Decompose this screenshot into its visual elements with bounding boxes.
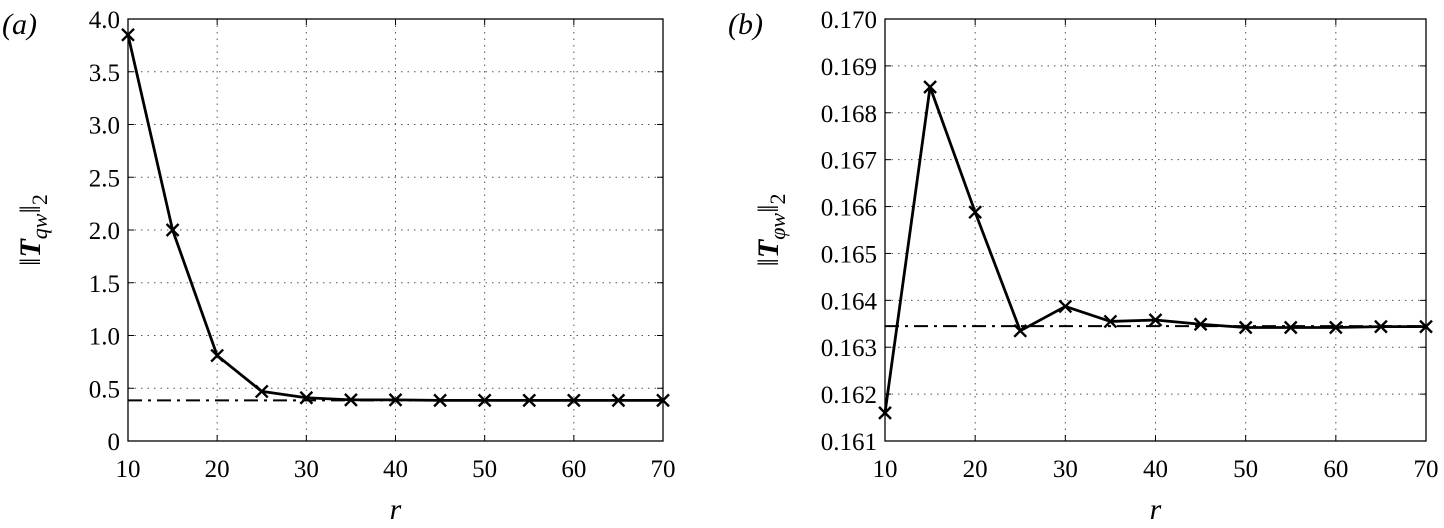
- x-tick-label-b-3: 40: [1143, 456, 1168, 483]
- y-tick-label-a-4: 2.0: [89, 218, 120, 245]
- data-point-a-1: [165, 223, 180, 237]
- data-point-a-8: [477, 393, 492, 408]
- panel-label-b: (b): [728, 8, 763, 41]
- x-tick-label-b-1: 20: [963, 456, 988, 483]
- data-point-b-4: [1058, 299, 1073, 314]
- data-point-a-6: [388, 393, 403, 407]
- data-point-a-7: [433, 393, 447, 408]
- x-axis-label-b: r: [1150, 493, 1162, 526]
- y-tick-label-a-2: 1.0: [89, 324, 120, 351]
- data-point-b-9: [1283, 320, 1298, 335]
- data-point-a-5: [344, 393, 358, 407]
- chart-panel-a: 10 20 30 40 50 60 70 0 0.5 1.0 1.5 2.0 2.5 3.0 3.5 4.0 r…: [2, 7, 676, 526]
- data-point-b-5: [1103, 314, 1118, 329]
- data-point-a-3: [254, 384, 269, 399]
- y-tick-label-b-8: 0.169: [821, 54, 877, 81]
- x-tick-label-b-0: 10: [873, 456, 898, 483]
- y-axis-label-a: ‖Tqw‖2: [14, 194, 52, 266]
- data-point-b-10: [1328, 320, 1343, 335]
- data-point-b-11: [1374, 319, 1388, 334]
- x-tick-label-b-2: 30: [1053, 456, 1078, 483]
- y-tick-label-b-6: 0.167: [821, 148, 877, 175]
- x-tick-label-b-5: 60: [1323, 456, 1348, 483]
- y-tick-label-a-3: 1.5: [89, 271, 120, 298]
- data-point-a-4: [299, 390, 314, 405]
- x-axis-label-a: r: [390, 493, 402, 526]
- x-tick-label-a-0: 10: [116, 456, 141, 483]
- y-tick-label-a-8: 4.0: [89, 7, 120, 34]
- y-tick-label-a-5: 2.5: [89, 165, 120, 192]
- y-tick-label-b-1: 0.162: [821, 382, 877, 409]
- y-tick-label-b-2: 0.163: [821, 335, 877, 362]
- data-point-a-2: [210, 348, 225, 363]
- y-tick-label-b-0: 0.161: [821, 429, 877, 456]
- y-tick-label-b-5: 0.166: [821, 195, 877, 222]
- series-line-a-0: [126, 34, 663, 402]
- y-tick-label-a-1: 0.5: [89, 376, 120, 403]
- x-tick-label-b-4: 50: [1233, 456, 1258, 483]
- x-tick-label-a-6: 70: [651, 456, 676, 483]
- y-axis-label-b: ‖Tφw‖2: [752, 193, 790, 266]
- x-tick-label-a-1: 20: [205, 456, 230, 483]
- y-tick-label-a-0: 0: [108, 429, 121, 456]
- data-point-b-8: [1238, 320, 1253, 335]
- x-tick-label-a-2: 30: [294, 456, 319, 483]
- y-tick-label-b-7: 0.168: [821, 101, 877, 128]
- y-tick-label-a-7: 3.5: [89, 60, 120, 87]
- y-tick-label-b-9: 0.170: [821, 7, 877, 34]
- data-point-a-11: [611, 393, 626, 408]
- plot-frame-b: [884, 18, 1427, 442]
- data-point-b-7: [1193, 317, 1208, 332]
- x-tick-label-a-5: 60: [561, 456, 586, 483]
- x-tick-label-a-3: 40: [383, 456, 408, 483]
- chart-panel-b: 10 20 30 40 50 60 70 0.161 0.162 0.163 0.164 0.165 0…: [728, 7, 1439, 526]
- x-tick-label-b-6: 70: [1414, 456, 1439, 483]
- data-point-b-1: [923, 80, 937, 94]
- data-point-b-6: [1148, 313, 1163, 327]
- data-point-a-10: [566, 393, 581, 408]
- data-point-b-3: [1013, 323, 1028, 338]
- x-tick-label-a-4: 50: [472, 456, 497, 483]
- y-tick-label-b-3: 0.164: [821, 288, 878, 315]
- data-point-a-9: [522, 393, 537, 408]
- panel-label-a: (a): [2, 8, 37, 41]
- plot-frame-a: [127, 18, 664, 442]
- y-tick-label-b-4: 0.165: [821, 241, 877, 268]
- y-tick-label-a-6: 3.0: [89, 113, 120, 140]
- data-point-b-2: [968, 205, 983, 220]
